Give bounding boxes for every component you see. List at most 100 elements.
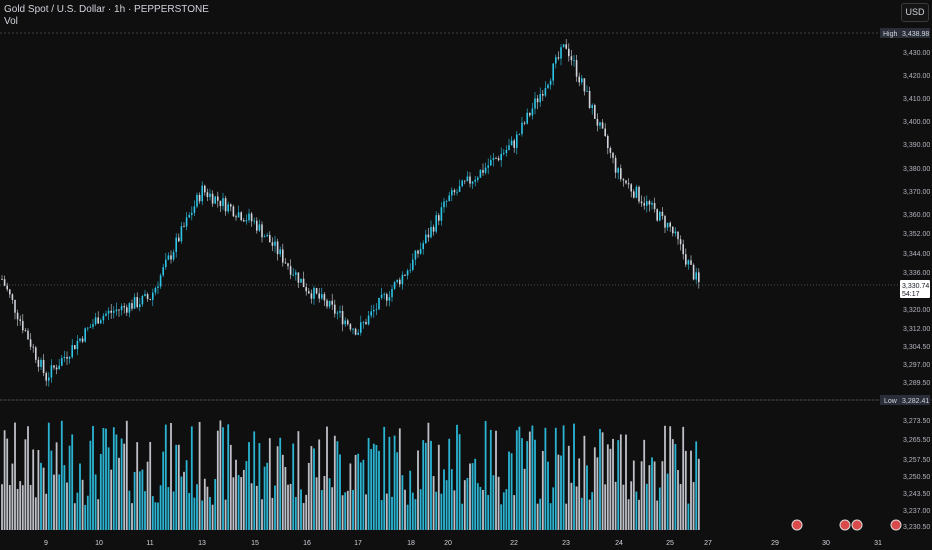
volume-bar [370,449,373,530]
candle-body [362,322,365,323]
volume-bar [164,424,167,530]
event-marker[interactable] [851,519,863,531]
low-value: 3,282.41 [902,398,929,405]
candle-body [633,191,635,198]
volume-bar [406,504,409,530]
candle-body [443,201,445,208]
candle-body [344,320,346,325]
volume-bar [144,491,146,530]
candle-body [110,310,112,313]
volume-bar [638,499,640,530]
volume-bar [214,479,217,530]
price-tick: 3,289.50 [903,380,930,387]
candle-body [89,326,92,328]
candle-body [430,227,432,238]
volume-bar [222,427,224,530]
chart-title: Gold Spot / U.S. Dollar · 1h · PEPPERSTO… [4,4,209,15]
candle-body [279,249,281,255]
candle-body [542,94,544,96]
volume-bar [107,447,110,530]
candle-body [656,209,658,221]
volume-bar [63,465,66,530]
volume-bar [167,487,170,530]
volume-bar [432,476,435,530]
candle-body [594,105,596,119]
volume-bar [341,495,344,530]
flag-icon[interactable] [791,519,803,531]
candle-body [45,373,47,381]
volume-bar [588,499,591,530]
time-tick: 27 [704,540,712,547]
flag-icon[interactable] [851,519,863,531]
candle-body [84,328,86,342]
volume-bar [606,444,609,530]
candle-body [612,152,614,158]
volume-bar [669,426,672,530]
event-marker[interactable] [791,519,803,531]
volume-bar [565,503,568,530]
volume-bar [170,422,172,530]
candle-body [211,193,214,204]
volume-bar [466,477,469,530]
candle-body [292,274,294,276]
price-tick: 3,304.50 [903,344,930,351]
volume-bar [193,497,196,530]
candle-body [588,90,591,108]
candle-body [339,311,341,313]
volume-bar [131,503,133,530]
volume-bar [34,497,37,530]
candle-body [217,196,219,201]
volume-bar [557,454,560,530]
candle-body [461,180,463,187]
volume-bar [648,465,651,530]
candle-body [232,206,235,217]
volume-tick: 3,237.00 [903,508,930,515]
volume-bar [177,444,180,530]
volume-bar [651,457,653,530]
volume-bar [547,461,549,530]
price-axis[interactable]: 3,430.00 3,420.00 3,410.00 3,400.00 3,39… [903,50,930,531]
candle-body [113,311,115,313]
volume-bar [66,482,68,530]
candle-body [1,279,3,280]
volume-bar [378,450,380,530]
volume-bar [440,493,443,530]
candle-body [412,259,414,270]
volume-bar [120,438,123,530]
volume-bar [339,454,341,530]
volume-bar [255,485,258,530]
price-tick: 3,320.00 [903,307,930,314]
flag-icon[interactable] [890,519,902,531]
volume-bar [112,427,115,530]
volume-bar [671,439,674,530]
time-axis[interactable]: 9 10 11 13 15 16 17 18 20 22 23 24 25 27… [44,540,882,547]
volume-bar [674,443,677,530]
volume-bar [86,495,89,530]
volume-bar [60,420,63,530]
volume-bar [172,491,175,530]
candle-body [81,338,84,342]
volume-bar [534,439,536,530]
volume-bar [554,427,557,530]
event-marker[interactable] [890,519,902,531]
volume-bar [248,442,250,530]
candle-body [625,180,627,184]
flag-icon[interactable] [839,519,851,531]
candle-body [627,183,630,185]
candle-body [323,294,326,301]
candle-body [609,148,612,153]
volume-tick: 3,273.50 [903,418,930,425]
price-tick: 3,336.00 [903,270,930,277]
event-marker[interactable] [839,519,851,531]
candle-body [144,294,146,296]
candle-body [29,339,32,347]
price-tick: 3,370.00 [903,189,930,196]
currency-button[interactable]: USD [901,3,929,22]
candle-body [68,357,71,359]
volume-bar [3,430,6,530]
candle-body [37,359,40,367]
candle-body [48,377,50,381]
time-tick: 18 [407,540,415,547]
volume-bar [180,476,183,530]
